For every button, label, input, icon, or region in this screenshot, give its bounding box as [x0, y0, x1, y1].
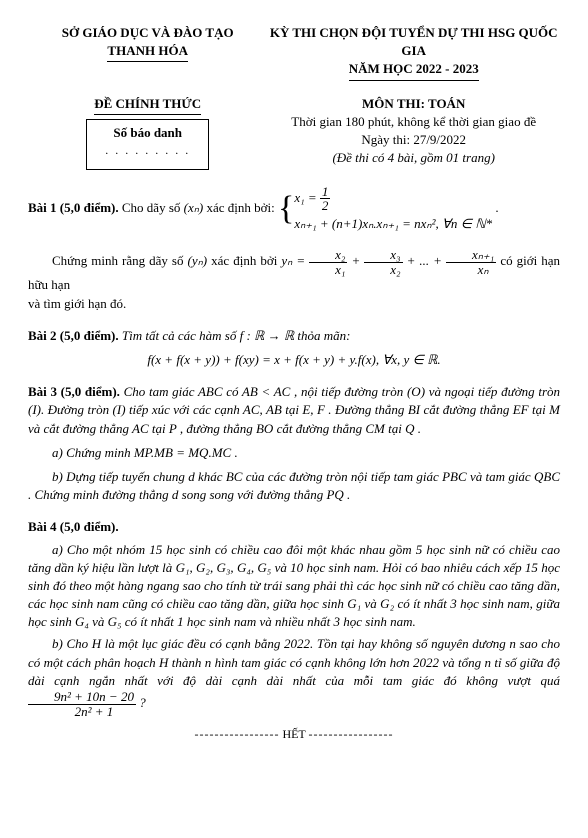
b1-seq: (xₙ) [184, 200, 204, 215]
b1-yexpr-pre: yₙ = [281, 253, 309, 268]
dash-left: ----------------- [195, 727, 280, 741]
footer: ----------------- HẾT ----------------- [28, 726, 560, 743]
brace-icon: { [278, 194, 294, 225]
b2-eq: f(x + f(x + y)) + f(xy) = x + f(x + y) +… [28, 351, 560, 369]
year: NĂM HỌC 2022 - 2023 [349, 60, 479, 80]
b4-frac: 9n² + 10n − 20 2n² + 1 [28, 690, 136, 718]
b3-a: a) Chứng minh MP.MB = MQ.MC . [28, 444, 560, 462]
b2-label: Bài 2 (5,0 điểm). [28, 328, 119, 343]
b1-p2a: Chứng minh rằng dãy số [52, 253, 188, 268]
id-dots: . . . . . . . . . [105, 142, 190, 159]
title-block: ĐỀ CHÍNH THỨC Số báo danh . . . . . . . … [28, 95, 560, 170]
b1-p2d: và tìm giới hạn đó. [28, 295, 560, 313]
dept-line1: SỞ GIÁO DỤC VÀ ĐÀO TẠO [28, 24, 267, 42]
b1-intro2: xác định bởi: [207, 200, 279, 215]
exam-line1: KỲ THI CHỌN ĐỘI TUYỂN DỰ THI HSG QUỐC GI… [267, 24, 560, 60]
id-box: Số báo danh . . . . . . . . . [86, 119, 209, 170]
b1-line1-lhs: x₁ = [294, 190, 320, 205]
dash-right: ----------------- [309, 727, 394, 741]
header-left: SỞ GIÁO DỤC VÀ ĐÀO TẠO THANH HÓA [28, 24, 267, 81]
title-right: MÔN THI: TOÁN Thời gian 180 phút, không … [267, 95, 560, 170]
problem-4: Bài 4 (5,0 điểm). a) Cho một nhóm 15 học… [28, 518, 560, 718]
b4-q: ? [139, 695, 146, 710]
header: SỞ GIÁO DỤC VÀ ĐÀO TẠO THANH HÓA KỲ THI … [28, 24, 560, 81]
b3-label: Bài 3 (5,0 điểm). [28, 384, 120, 399]
b1-system: { x₁ = 1 2 xₙ₊₁ + (n+1)xₙ.xₙ₊₁ = nxₙ², ∀… [278, 184, 492, 234]
paper-note: (Đề thi có 4 bài, gồm 01 trang) [267, 149, 560, 167]
b4-b-pre: b) Cho H là một lục giác đều có cạnh bằn… [28, 636, 560, 687]
b3-b: b) Dựng tiếp tuyến chung d khác BC của c… [28, 468, 560, 504]
dept-line2: THANH HÓA [28, 42, 267, 62]
b4-b: b) Cho H là một lục giác đều có cạnh bằn… [28, 635, 560, 718]
b2-intro: Tìm tất cả các hàm số f : ℝ → ℝ thỏa mãn… [122, 328, 351, 343]
b4-a: a) Cho một nhóm 15 học sinh có chiều cao… [28, 541, 560, 632]
problem-1: Bài 1 (5,0 điểm). Cho dãy số (xₙ) xác đị… [28, 184, 560, 234]
b1-line2: xₙ₊₁ + (n+1)xₙ.xₙ₊₁ = nxₙ², ∀n ∈ ℕ* [294, 214, 492, 234]
problem-3: Bài 3 (5,0 điểm). Cho tam giác ABC có AB… [28, 383, 560, 504]
het-label: HẾT [282, 727, 305, 741]
b1-frac-half: 1 2 [320, 185, 331, 213]
exam-line2: NĂM HỌC 2022 - 2023 [267, 60, 560, 80]
b1-label: Bài 1 (5,0 điểm). [28, 200, 119, 215]
province: THANH HÓA [107, 42, 188, 62]
b1-p2: Chứng minh rằng dãy số (yₙ) xác định bởi… [28, 248, 560, 294]
b1-intro1: Cho dãy số [122, 200, 184, 215]
exam-date: Ngày thi: 27/9/2022 [267, 131, 560, 149]
subject: MÔN THI: TOÁN [267, 95, 560, 113]
time-note: Thời gian 180 phút, không kể thời gian g… [267, 113, 560, 131]
title-left: ĐỀ CHÍNH THỨC Số báo danh . . . . . . . … [28, 95, 267, 170]
official-label: ĐỀ CHÍNH THỨC [28, 95, 267, 115]
header-right: KỲ THI CHỌN ĐỘI TUYỂN DỰ THI HSG QUỐC GI… [267, 24, 560, 81]
b4-label: Bài 4 (5,0 điểm). [28, 518, 560, 536]
b1-period: . [495, 200, 498, 215]
b1-yn: (yₙ) [188, 253, 208, 268]
b1-p2b: xác định bởi [211, 253, 281, 268]
problem-2: Bài 2 (5,0 điểm). Tìm tất cả các hàm số … [28, 327, 560, 369]
id-label: Số báo danh [105, 124, 190, 142]
